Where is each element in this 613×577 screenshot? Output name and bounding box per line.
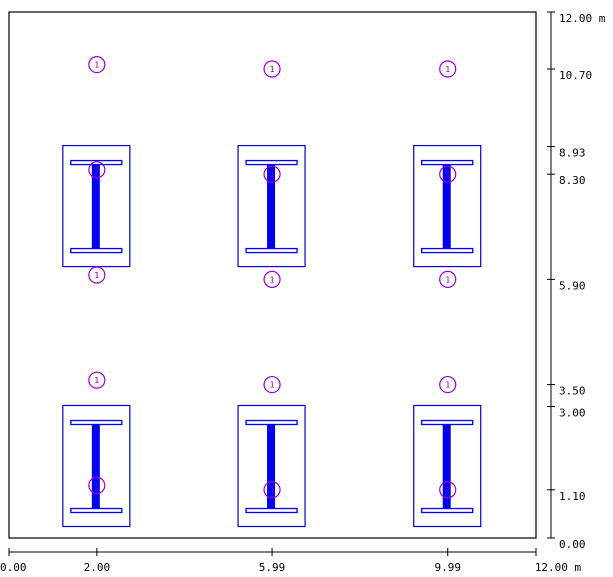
y-tick-label: 3.00 (559, 407, 586, 420)
y-tick-label: 1.10 (559, 490, 586, 503)
marker-circle (263, 270, 281, 288)
marker-circle (263, 165, 281, 183)
y-tick-label: 3.50 (559, 385, 586, 398)
x-tick-label: 5.99 (259, 561, 286, 574)
marker-circle (263, 375, 281, 394)
column-top-flange (70, 419, 123, 426)
y-tick-label: 0.00 (559, 538, 586, 551)
section-marker-12: 1 (439, 375, 457, 394)
section-marker-3: 1 (439, 60, 457, 78)
marker-circle (263, 60, 281, 78)
column-web (442, 160, 451, 253)
footing-outline (237, 144, 306, 268)
marker-circle (88, 161, 106, 179)
plan-frame (8, 11, 537, 539)
marker-circle (88, 266, 106, 284)
marker-label: 1 (445, 275, 450, 284)
column-bottom-flange (245, 247, 298, 254)
y-tick-label: 12.00 m (559, 12, 606, 25)
column-top-flange (70, 159, 123, 166)
column-top-flange (421, 419, 474, 426)
marker-label: 1 (270, 275, 275, 284)
column-web (267, 160, 276, 253)
footing-outline (413, 404, 482, 528)
footing-outline (237, 404, 306, 528)
x-tick-label: 12.00 m (535, 561, 582, 574)
footing-2 (237, 144, 306, 268)
marker-circle (88, 371, 106, 389)
y-tick-label: 5.90 (559, 279, 586, 292)
footing-outline (62, 404, 131, 528)
marker-label: 1 (94, 271, 99, 280)
marker-circle (88, 476, 106, 494)
x-tick-label: 2.00 (84, 561, 111, 574)
column-web (91, 160, 100, 253)
x-tick-label: 0.00 (0, 561, 27, 574)
section-marker-13: 1 (88, 476, 106, 494)
column-bottom-flange (70, 247, 123, 254)
section-marker-4: 1 (88, 161, 106, 179)
marker-label: 1 (94, 166, 99, 175)
marker-label: 1 (445, 381, 450, 390)
section-marker-6: 1 (439, 165, 457, 183)
marker-label: 1 (270, 170, 275, 179)
marker-label: 1 (94, 481, 99, 490)
footing-4 (62, 404, 131, 528)
column-web (91, 420, 100, 513)
markers-layer: 1 1 1 1 1 1 1 1 1 1 1 1 1 1 1 (88, 55, 457, 499)
marker-label: 1 (270, 486, 275, 495)
marker-label: 1 (445, 65, 450, 74)
marker-circle (88, 55, 106, 74)
footing-1 (62, 144, 131, 268)
section-marker-5: 1 (263, 165, 281, 183)
column-bottom-flange (70, 507, 123, 514)
section-marker-8: 1 (263, 270, 281, 288)
marker-label: 1 (445, 486, 450, 495)
section-marker-7: 1 (88, 266, 106, 284)
marker-label: 1 (270, 381, 275, 390)
section-marker-2: 1 (263, 60, 281, 78)
section-marker-15: 1 (439, 481, 457, 499)
column-bottom-flange (421, 247, 474, 254)
marker-circle (439, 270, 457, 288)
marker-label: 1 (94, 376, 99, 385)
column-bottom-flange (421, 507, 474, 514)
column-web (442, 420, 451, 513)
marker-circle (439, 60, 457, 78)
marker-label: 1 (445, 170, 450, 179)
x-tick-label: 9.99 (434, 561, 461, 574)
column-top-flange (245, 419, 298, 426)
column-bottom-flange (245, 507, 298, 514)
marker-circle (439, 165, 457, 183)
footing-outline (413, 144, 482, 268)
section-marker-1: 1 (88, 55, 106, 74)
y-tick-label: 10.70 (559, 69, 592, 82)
footing-3 (413, 144, 482, 268)
column-top-flange (245, 159, 298, 166)
column-top-flange (421, 159, 474, 166)
footing-5 (237, 404, 306, 528)
footings-layer (62, 144, 482, 528)
section-marker-11: 1 (263, 375, 281, 394)
marker-label: 1 (270, 65, 275, 74)
section-marker-10: 1 (88, 371, 106, 389)
marker-circle (439, 375, 457, 394)
footing-6 (413, 404, 482, 528)
y-dimension-axis: 0.00 1.10 3.00 3.50 5.90 8.30 8.93 10.70 12.00 m (547, 11, 606, 551)
section-marker-14: 1 (263, 481, 281, 499)
y-tick-label: 8.30 (559, 174, 586, 187)
marker-label: 1 (94, 61, 99, 70)
column-web (267, 420, 276, 513)
x-dimension-axis: 0.00 2.00 5.99 9.99 12.00 m (0, 548, 582, 574)
marker-circle (263, 481, 281, 499)
y-tick-label: 8.93 (559, 147, 586, 160)
marker-circle (439, 481, 457, 499)
section-marker-9: 1 (439, 270, 457, 288)
